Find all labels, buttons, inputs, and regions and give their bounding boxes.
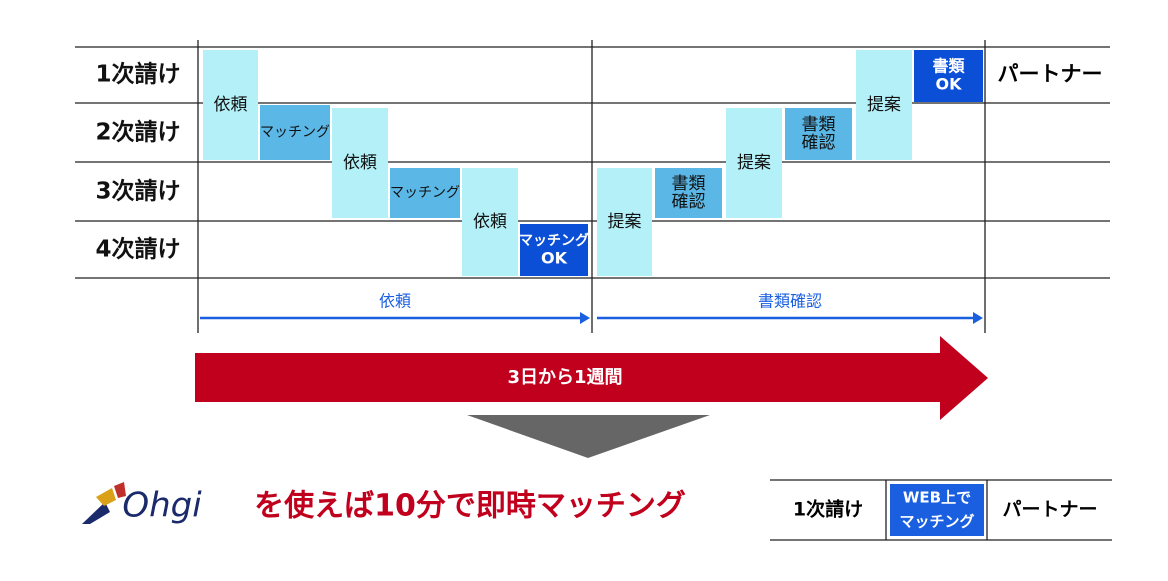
after-via: マッチング [899,513,974,531]
phase-label: 依頼 [379,292,411,311]
logo-text: Ohgi [122,486,202,526]
box [462,168,518,276]
logo: Ohgi [82,482,202,526]
duration-arrow [195,336,988,420]
after-lines [770,479,1112,541]
box-label: 依頼 [214,95,248,115]
box-label: 提案 [867,95,901,115]
box-label: 確認 [802,133,836,153]
box-label: 提案 [737,153,771,173]
web-box [890,484,984,536]
boxes: 依頼マッチング依頼マッチング依頼マッチングOK提案書類確認提案書類確認提案書類O… [203,50,983,276]
phase-label: 書類確認 [758,292,822,311]
box [726,108,782,218]
box [203,50,258,160]
box-label: 依頼 [473,212,507,232]
box-label: OK [936,75,963,94]
box-label: マッチング [519,232,589,249]
box [520,224,588,276]
box-label: OK [541,249,568,268]
box [856,50,912,160]
box-label: 依頼 [343,153,377,173]
box-label: 書類 [672,174,706,194]
box-label: マッチング [260,125,330,141]
after-via: WEB上で [903,489,971,507]
box [655,168,722,218]
box [785,108,852,160]
row-label: 2次請け [95,119,180,146]
after-to: パートナー [1002,499,1097,521]
row-label: 4次請け [95,236,180,263]
headline: を使えば10分で即時マッチング [254,489,686,524]
row-label: 3次請け [95,178,180,205]
box-label: マッチング [390,185,460,201]
box [390,168,460,218]
box [597,168,652,276]
after-from: 1次請け [793,498,863,521]
box [914,50,983,102]
row-label: 1次請け [95,61,180,88]
partner-label: パートナー [998,62,1103,86]
duration-label: 3日から1週間 [507,367,622,388]
box-label: 確認 [672,192,706,212]
box-label: 書類 [932,57,965,76]
down-arrow [467,415,710,458]
box-label: 書類 [802,115,836,135]
phase-arrows [200,312,983,324]
box [332,108,388,218]
box-label: 提案 [608,212,642,232]
box [260,105,330,160]
